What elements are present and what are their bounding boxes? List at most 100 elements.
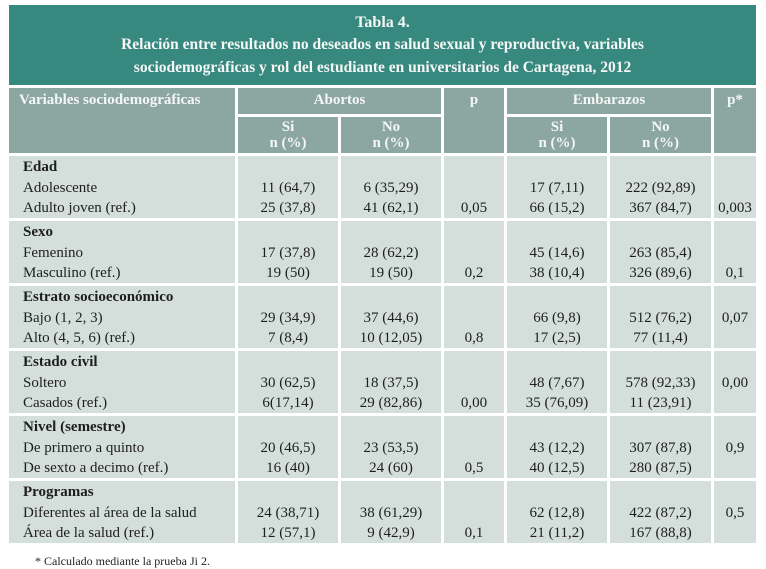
section-spacer xyxy=(341,416,441,438)
data-cell: 6 (35,29) xyxy=(341,178,441,198)
section-spacer xyxy=(238,351,338,373)
section-spacer xyxy=(507,481,607,503)
row-label: Adolescente xyxy=(9,178,235,198)
data-cell: 307 (87,8) xyxy=(610,438,711,458)
table-section: Programas Diferentes al área de la salud… xyxy=(9,481,756,543)
data-cell xyxy=(714,458,756,478)
section-label: Estado civil xyxy=(9,351,235,373)
data-cell xyxy=(444,243,504,263)
section-spacer xyxy=(610,286,711,308)
section-spacer xyxy=(444,156,504,178)
data-cell: 66 (9,8) xyxy=(507,308,607,328)
data-cell: 62 (12,8) xyxy=(507,503,607,523)
data-cell: 0,2 xyxy=(444,263,504,283)
data-cell: 578 (92,33) xyxy=(610,373,711,393)
section-spacer xyxy=(507,156,607,178)
header-no-label: No xyxy=(651,119,670,135)
data-cell: 280 (87,5) xyxy=(610,458,711,478)
section-spacer xyxy=(341,221,441,243)
section-spacer xyxy=(341,156,441,178)
section-spacer xyxy=(238,416,338,438)
data-cell: 11 (23,91) xyxy=(610,393,711,413)
section-spacer xyxy=(610,156,711,178)
data-cell: 0,00 xyxy=(714,373,756,393)
header-embarazos-no: No n (%) xyxy=(610,117,711,153)
data-cell: 41 (62,1) xyxy=(341,198,441,218)
data-cell: 6(17,14) xyxy=(238,393,338,413)
data-cell: 222 (92,89) xyxy=(610,178,711,198)
section-spacer xyxy=(610,481,711,503)
section-spacer xyxy=(444,221,504,243)
header-si-label: Si xyxy=(281,119,295,135)
row-label: Área de la salud (ref.) xyxy=(9,523,235,543)
row-label: Soltero xyxy=(9,373,235,393)
data-cell xyxy=(714,328,756,348)
header-embarazos-si: Si n (%) xyxy=(507,117,607,153)
row-label: Masculino (ref.) xyxy=(9,263,235,283)
table-subtitle-line2: sociodemográficas y rol del estudiante e… xyxy=(133,58,632,76)
header-p: p xyxy=(444,88,504,153)
data-cell: 0,5 xyxy=(714,503,756,523)
header-abortos-no: No n (%) xyxy=(341,117,441,153)
data-cell xyxy=(714,393,756,413)
row-label: Alto (4, 5, 6) (ref.) xyxy=(9,328,235,348)
data-cell: 43 (12,2) xyxy=(507,438,607,458)
section-label: Edad xyxy=(9,156,235,178)
data-cell xyxy=(444,438,504,458)
data-cell: 512 (76,2) xyxy=(610,308,711,328)
data-cell: 24 (60) xyxy=(341,458,441,478)
header-abortos-si: Si n (%) xyxy=(238,117,338,153)
section-spacer xyxy=(341,351,441,373)
data-cell: 0,07 xyxy=(714,308,756,328)
section-spacer xyxy=(444,481,504,503)
row-label: De primero a quinto xyxy=(9,438,235,458)
section-spacer xyxy=(341,286,441,308)
section-spacer xyxy=(610,221,711,243)
table-header: Variables sociodemográficas Abortos p Em… xyxy=(9,88,756,153)
data-cell: 29 (82,86) xyxy=(341,393,441,413)
data-cell xyxy=(444,178,504,198)
section-spacer xyxy=(444,416,504,438)
data-cell: 40 (12,5) xyxy=(507,458,607,478)
data-cell xyxy=(714,523,756,543)
header-no-label: No xyxy=(381,119,401,135)
table-number: Tabla 4. xyxy=(355,13,410,31)
data-cell: 9 (42,9) xyxy=(341,523,441,543)
data-cell: 24 (38,71) xyxy=(238,503,338,523)
data-cell: 20 (46,5) xyxy=(238,438,338,458)
data-cell xyxy=(714,178,756,198)
data-cell: 17 (2,5) xyxy=(507,328,607,348)
section-spacer xyxy=(714,286,756,308)
table-section: Sexo Femenino Masculino (ref.) 17 (37,8)… xyxy=(9,221,756,283)
data-cell: 38 (10,4) xyxy=(507,263,607,283)
table-section: Estrato socioeconómico Bajo (1, 2, 3) Al… xyxy=(9,286,756,348)
section-spacer xyxy=(238,156,338,178)
data-cell: 66 (15,2) xyxy=(507,198,607,218)
section-spacer xyxy=(714,351,756,373)
data-cell: 0,1 xyxy=(714,263,756,283)
data-cell: 422 (87,2) xyxy=(610,503,711,523)
data-cell: 19 (50) xyxy=(341,263,441,283)
data-cell: 0,00 xyxy=(444,393,504,413)
row-label: Femenino xyxy=(9,243,235,263)
section-spacer xyxy=(238,221,338,243)
section-spacer xyxy=(238,286,338,308)
data-cell: 263 (85,4) xyxy=(610,243,711,263)
data-cell: 19 (50) xyxy=(238,263,338,283)
data-cell xyxy=(444,503,504,523)
data-cell: 38 (61,29) xyxy=(341,503,441,523)
table-section: Estado civil Soltero Casados (ref.) 30 (… xyxy=(9,351,756,413)
header-npct-label: n (%) xyxy=(372,135,410,151)
section-spacer xyxy=(507,416,607,438)
row-label: Diferentes al área de la salud xyxy=(9,503,235,523)
section-label: Sexo xyxy=(9,221,235,243)
data-cell: 35 (76,09) xyxy=(507,393,607,413)
table-title-block: Tabla 4. Relación entre resultados no de… xyxy=(9,5,756,85)
row-label: Casados (ref.) xyxy=(9,393,235,413)
data-cell: 10 (12,05) xyxy=(341,328,441,348)
data-cell: 0,05 xyxy=(444,198,504,218)
section-label: Estrato socioeconómico xyxy=(9,286,235,308)
data-cell: 0,9 xyxy=(714,438,756,458)
section-spacer xyxy=(507,221,607,243)
header-si-label: Si xyxy=(550,119,564,135)
